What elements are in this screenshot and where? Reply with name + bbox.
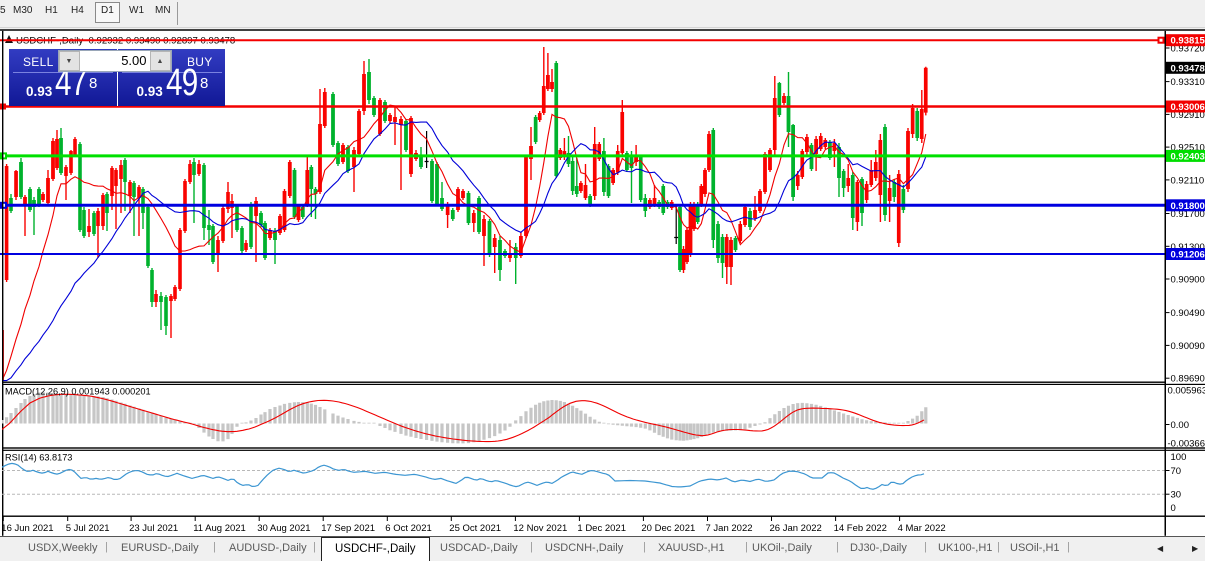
svg-text:100: 100	[1171, 452, 1187, 463]
svg-text:0.90090: 0.90090	[1171, 341, 1205, 352]
svg-text:0.90900: 0.90900	[1171, 275, 1205, 286]
svg-text:11 Aug 2021: 11 Aug 2021	[193, 523, 246, 534]
svg-text:0.89690: 0.89690	[1171, 374, 1205, 385]
svg-text:0: 0	[1171, 503, 1176, 514]
svg-text:23 Jul 2021: 23 Jul 2021	[129, 523, 178, 534]
svg-text:0.92403: 0.92403	[1171, 151, 1205, 162]
svg-text:14 Feb 2022: 14 Feb 2022	[834, 523, 887, 534]
svg-text:4 Mar 2022: 4 Mar 2022	[898, 523, 946, 534]
svg-text:0.93006: 0.93006	[1171, 102, 1205, 113]
svg-text:0.92910: 0.92910	[1171, 110, 1205, 121]
svg-text:0.92510: 0.92510	[1171, 143, 1205, 154]
svg-text:25 Oct 2021: 25 Oct 2021	[449, 523, 501, 534]
svg-text:0.00: 0.00	[1171, 420, 1190, 431]
svg-text:12 Nov 2021: 12 Nov 2021	[513, 523, 567, 534]
svg-text:0.93310: 0.93310	[1171, 77, 1205, 88]
svg-text:0.91206: 0.91206	[1171, 250, 1205, 261]
svg-text:5 Jul 2021: 5 Jul 2021	[66, 523, 110, 534]
svg-text:6 Oct 2021: 6 Oct 2021	[385, 523, 431, 534]
svg-text:26 Jan 2022: 26 Jan 2022	[770, 523, 822, 534]
svg-text:0.91800: 0.91800	[1171, 201, 1205, 212]
svg-text:30 Aug 2021: 30 Aug 2021	[257, 523, 310, 534]
svg-text:0.93815: 0.93815	[1171, 36, 1205, 47]
svg-text:0.005963: 0.005963	[1168, 386, 1205, 397]
svg-text:16 Jun 2021: 16 Jun 2021	[1, 523, 53, 534]
svg-text:7 Jan 2022: 7 Jan 2022	[706, 523, 753, 534]
svg-text:17 Sep 2021: 17 Sep 2021	[321, 523, 375, 534]
svg-text:0.90490: 0.90490	[1171, 308, 1205, 319]
svg-text:20 Dec 2021: 20 Dec 2021	[641, 523, 695, 534]
svg-text:MACD(12,26,9) 0.001943 0.00020: MACD(12,26,9) 0.001943 0.000201	[5, 387, 151, 397]
svg-text:0.93478: 0.93478	[1171, 63, 1205, 74]
svg-text:-0.00366: -0.00366	[1168, 439, 1205, 450]
svg-text:0.93720: 0.93720	[1171, 44, 1205, 55]
svg-text:0.92110: 0.92110	[1171, 175, 1205, 186]
svg-text:0.91300: 0.91300	[1171, 242, 1205, 253]
svg-text:0.91700: 0.91700	[1171, 209, 1205, 220]
svg-text:1 Dec 2021: 1 Dec 2021	[577, 523, 626, 534]
svg-text:RSI(14) 63.8173: RSI(14) 63.8173	[5, 453, 72, 463]
svg-text:30: 30	[1171, 490, 1182, 501]
svg-text:70: 70	[1171, 466, 1182, 477]
